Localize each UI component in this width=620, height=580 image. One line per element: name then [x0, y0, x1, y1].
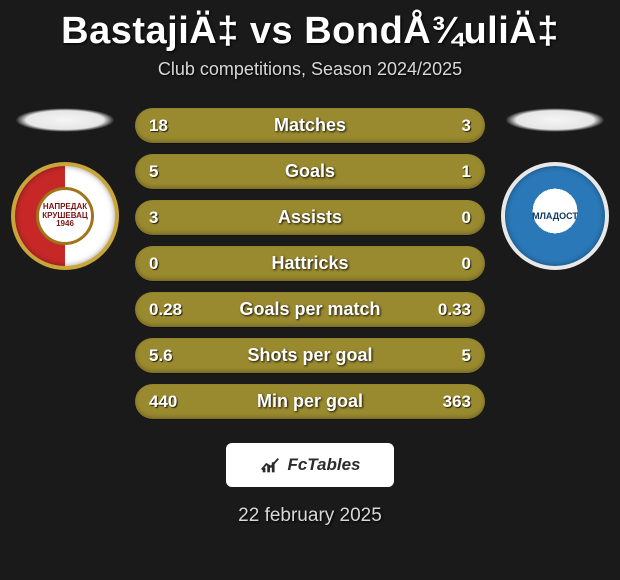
club-left-crest-inner: НАПРЕДАК КРУШЕВАЦ 1946 — [36, 187, 94, 245]
chart-icon — [259, 454, 281, 476]
content-area: НАПРЕДАК КРУШЕВАЦ 1946 18 Matches 3 5 Go… — [0, 108, 620, 419]
stat-row: 5.6 Shots per goal 5 — [135, 338, 485, 373]
stat-right-value: 1 — [427, 162, 471, 182]
club-left-column: НАПРЕДАК КРУШЕВАЦ 1946 — [5, 108, 125, 270]
stat-row: 0 Hattricks 0 — [135, 246, 485, 281]
club-right-column: МЛАДОСТ — [495, 108, 615, 270]
stat-right-value: 5 — [427, 346, 471, 366]
stat-left-value: 5 — [149, 162, 193, 182]
stat-row: 3 Assists 0 — [135, 200, 485, 235]
branding-badge[interactable]: FcTables — [226, 443, 394, 487]
stat-row: 18 Matches 3 — [135, 108, 485, 143]
stat-right-value: 0.33 — [427, 300, 471, 320]
stat-right-value: 3 — [427, 116, 471, 136]
branding-text: FcTables — [287, 455, 360, 475]
club-right-crest: МЛАДОСТ — [501, 162, 609, 270]
club-left-year: 1946 — [56, 220, 74, 228]
club-right-crest-inner: МЛАДОСТ — [515, 176, 595, 256]
stat-left-value: 440 — [149, 392, 193, 412]
stat-right-value: 363 — [427, 392, 471, 412]
page-title: BastajiÄ‡ vs BondÅ¾uliÄ‡ — [0, 10, 620, 53]
stat-row: 0.28 Goals per match 0.33 — [135, 292, 485, 327]
comparison-card: BastajiÄ‡ vs BondÅ¾uliÄ‡ Club competitio… — [0, 10, 620, 580]
club-right-text: МЛАДОСТ — [532, 211, 578, 221]
stat-left-value: 18 — [149, 116, 193, 136]
stat-left-value: 0.28 — [149, 300, 193, 320]
stat-right-value: 0 — [427, 208, 471, 228]
page-subtitle: Club competitions, Season 2024/2025 — [0, 59, 620, 80]
stat-right-value: 0 — [427, 254, 471, 274]
shadow-ellipse-left — [15, 108, 115, 132]
shadow-ellipse-right — [505, 108, 605, 132]
date-text: 22 february 2025 — [0, 505, 620, 527]
stat-rows: 18 Matches 3 5 Goals 1 3 Assists 0 0 Hat… — [135, 108, 485, 419]
stat-left-value: 5.6 — [149, 346, 193, 366]
stat-row: 440 Min per goal 363 — [135, 384, 485, 419]
club-left-crest: НАПРЕДАК КРУШЕВАЦ 1946 — [11, 162, 119, 270]
stat-left-value: 3 — [149, 208, 193, 228]
stat-left-value: 0 — [149, 254, 193, 274]
stat-row: 5 Goals 1 — [135, 154, 485, 189]
